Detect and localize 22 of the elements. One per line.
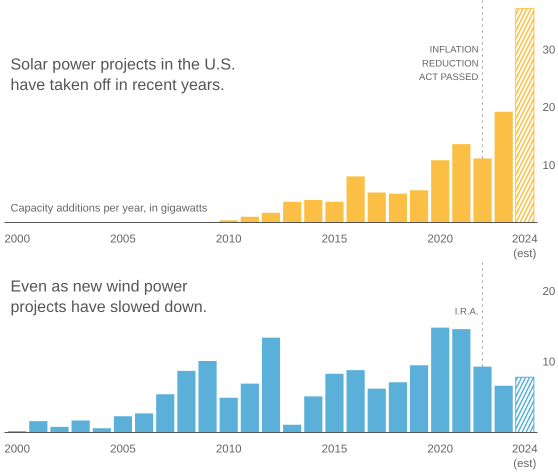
x-tick-label: 2010 [216, 444, 242, 456]
x-tick-label: 2020 [427, 444, 454, 456]
ref-line-label: INFLATION REDUCTION ACT PASSED [419, 44, 479, 83]
x-tick-label: 2005 [110, 444, 136, 456]
x-tick-label: 2024 (est) [512, 234, 538, 260]
x-tick-label: 2024 (est) [512, 444, 538, 470]
text: Solar power projects in the U.S. have taken off in recent years. [10, 56, 236, 94]
y-tick-label: 10 [542, 356, 556, 369]
x-tick-label: 2015 [322, 444, 348, 456]
y-tick-label: 30 [542, 44, 556, 57]
x-tick-label: 2015 [322, 234, 348, 246]
y-tick-label: 20 [542, 286, 556, 298]
y-tick-label: 10 [542, 160, 556, 172]
y-tick-label: 20 [542, 102, 556, 114]
x-tick-label: 2020 [427, 234, 454, 246]
ref-line-label: I.R.A. [454, 306, 479, 318]
y-axis-title: Capacity additions per year, in gigawatts [10, 202, 208, 214]
text: Even as new wind power projects have slowed down. [10, 278, 208, 316]
x-tick-label: 2000 [4, 234, 30, 246]
x-tick-label: 2000 [4, 444, 30, 456]
x-tick-label: 2010 [216, 234, 242, 246]
x-tick-label: 2005 [110, 234, 136, 246]
